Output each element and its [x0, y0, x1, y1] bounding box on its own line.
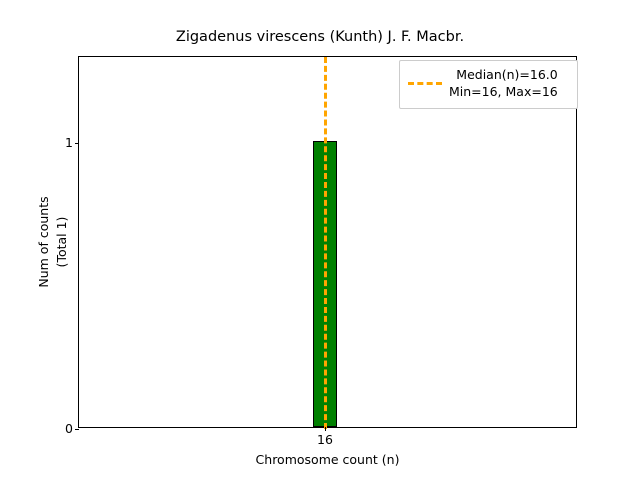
y-axis-label: Num of counts [35, 196, 51, 288]
y-tick-label-0: 0 [65, 420, 73, 436]
legend-minmax-label: Min=16, Max=16 [449, 83, 558, 99]
median-line [324, 57, 327, 429]
x-axis-label: Chromosome count (n) [255, 452, 400, 467]
y-tick-label-1: 1 [65, 134, 73, 150]
x-tick-mark-16 [325, 427, 326, 431]
dashed-line-sample-icon [408, 82, 442, 86]
y-axis-label-group: Num of counts (Total 1) [0, 56, 69, 428]
legend-entry-median: Median(n)=16.0 Min=16, Max=16 [408, 67, 569, 101]
y-tick-mark-0 [75, 429, 79, 430]
legend-box: Median(n)=16.0 Min=16, Max=16 [399, 60, 578, 109]
y-tick-mark-1 [75, 143, 79, 144]
x-tick-label-16: 16 [317, 432, 333, 447]
y-axis-total-label: (Total 1) [53, 216, 69, 268]
legend-median-label: Median(n)=16.0 [456, 67, 558, 82]
plot-area: 0 1 16 Median(n)=16.0 Min=16, Max=16 [65, 56, 578, 446]
chart-title: Zigadenus virescens (Kunth) J. F. Macbr. [175, 29, 465, 45]
legend-entry-text-group: Median(n)=16.0 Min=16, Max=16 [449, 67, 558, 101]
